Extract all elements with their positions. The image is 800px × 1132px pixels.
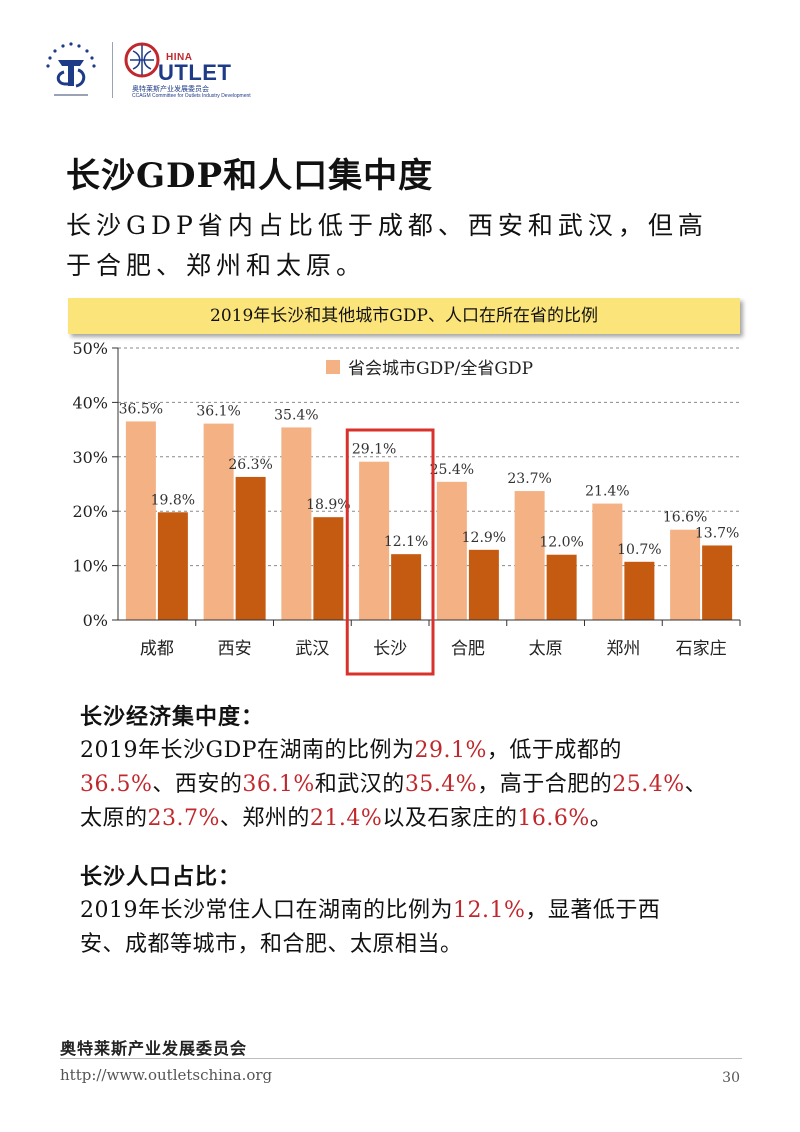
- highlight-value: 21.4%: [309, 806, 383, 831]
- body-text: 和武汉的: [314, 772, 405, 797]
- subtitle: 长沙GDP省内占比低于成都、西安和武汉，但高于合肥、郑州和太原。: [66, 211, 708, 280]
- bar-gdp-share: [203, 423, 234, 620]
- data-label-population: 13.7%: [695, 525, 739, 541]
- data-label-population: 10.7%: [617, 542, 661, 558]
- data-label-gdp: 36.5%: [119, 401, 163, 417]
- x-tick-label: 长沙: [373, 639, 407, 659]
- data-label-population: 19.8%: [151, 492, 195, 508]
- body-text: 、郑州的: [219, 806, 310, 831]
- x-tick-label: 武汉: [295, 639, 329, 659]
- highlight-value: 25.4%: [612, 772, 685, 797]
- highlight-value: 16.6%: [517, 806, 590, 831]
- highlight-value: 29.1%: [414, 738, 487, 763]
- org-name-en: CCAGM Committee for Outlets Industry Dev…: [132, 93, 251, 99]
- highlight-box: [345, 428, 435, 676]
- page-title: 长沙GDP和人口集中度: [66, 156, 434, 196]
- data-label-gdp: 25.4%: [430, 462, 474, 478]
- y-tick-label: 0%: [83, 611, 108, 630]
- y-tick-label: 20%: [72, 502, 108, 521]
- body-line: 安、成都等城市，和合肥、太原相当。: [80, 928, 740, 962]
- body-text: ，高于合肥的: [477, 772, 613, 797]
- bar-gdp-share: [125, 421, 156, 620]
- data-label-population: 12.9%: [462, 530, 506, 546]
- bar-population-share: [702, 545, 733, 620]
- bar-population-share: [391, 554, 422, 620]
- bar-population-share: [624, 561, 655, 620]
- body-text: 以及石家庄的: [382, 806, 518, 831]
- section-economic-concentration: 长沙经济集中度： 2019年长沙GDP在湖南的比例为29.1%，低于成都的 36.…: [80, 700, 740, 836]
- globe-logo-icon: [124, 42, 160, 78]
- bar-chart: 0% 10% 20% 30% 40% 50% 36.5% 36.1% 35.4% 29.1% 25.…: [72, 339, 741, 676]
- bar-gdp-share: [670, 529, 701, 620]
- body-text: 、: [684, 772, 708, 797]
- data-label-gdp: 29.1%: [352, 442, 396, 458]
- y-tick-label: 30%: [72, 448, 108, 467]
- body-text: 安、成都等城市，和合肥、太原相当。: [80, 932, 463, 957]
- x-tick-label: 成都: [140, 639, 174, 659]
- highlight-value: 36.1%: [242, 772, 315, 797]
- body-line: 2019年长沙常住人口在湖南的比例为12.1%，显著低于西: [80, 894, 740, 928]
- bar-gdp-share: [359, 461, 390, 620]
- data-label-population: 18.9%: [306, 497, 350, 513]
- logo-divider: [112, 42, 113, 98]
- body-line: 36.5%、西安的36.1%和武汉的35.4%，高于合肥的25.4%、: [80, 768, 740, 802]
- x-tick-label: 石家庄: [676, 639, 727, 659]
- bar-gdp-share: [281, 427, 312, 620]
- section-body: 2019年长沙常住人口在湖南的比例为12.1%，显著低于西安、成都等城市，和合肥…: [80, 894, 740, 962]
- org-name-cn: 奥特莱斯产业发展委员会: [132, 86, 209, 93]
- section-heading: 长沙经济集中度：: [80, 704, 265, 730]
- chart-banner: 2019年长沙和其他城市GDP、人口在所在省的比例: [68, 298, 740, 334]
- outlet-logo-word: UTLET: [158, 60, 232, 85]
- data-label-gdp: 21.4%: [585, 484, 629, 500]
- bar-population-share: [157, 512, 188, 620]
- bar-gdp-share: [514, 491, 545, 620]
- x-tick-label: 西安: [218, 639, 252, 659]
- page-number: 30: [722, 1070, 740, 1086]
- body-text: ，显著低于西: [525, 898, 661, 923]
- data-label-gdp: 36.1%: [196, 404, 240, 420]
- section-population-share: 长沙人口占比： 2019年长沙常住人口在湖南的比例为12.1%，显著低于西安、成…: [80, 860, 740, 962]
- header-logos: HINA UTLET 奥特莱斯产业发展委员会 CCAGM Committee f…: [40, 38, 300, 108]
- footer-org: 奥特莱斯产业发展委员会: [60, 1039, 248, 1058]
- y-tick-label: 40%: [72, 393, 108, 412]
- y-tick-label: 10%: [72, 557, 108, 576]
- data-label-population: 26.3%: [228, 457, 272, 473]
- body-text: 2019年长沙GDP在湖南的比例为: [80, 738, 415, 763]
- highlight-value: 23.7%: [147, 806, 220, 831]
- body-text: 太原的: [80, 806, 148, 831]
- x-tick-label: 合肥: [451, 639, 485, 659]
- body-text: ，低于成都的: [486, 738, 622, 763]
- outlet-logo-prefix: HINA: [166, 52, 193, 63]
- bar-population-share: [235, 476, 266, 620]
- bar-population-share: [546, 554, 577, 620]
- bar-population-share: [313, 517, 344, 620]
- y-tick-label: 50%: [72, 339, 108, 358]
- bar-gdp-share: [436, 481, 467, 620]
- footer-url[interactable]: http://www.outletschina.org: [60, 1066, 273, 1084]
- body-text: 2019年长沙常住人口在湖南的比例为: [80, 898, 453, 923]
- committee-seal-logo: [46, 42, 96, 96]
- body-line: 2019年长沙GDP在湖南的比例为29.1%，低于成都的: [80, 734, 740, 768]
- section-heading: 长沙人口占比：: [80, 864, 242, 890]
- data-label-gdp: 16.6%: [663, 510, 707, 526]
- highlight-value: 36.5%: [80, 772, 153, 797]
- footer-divider: [60, 1058, 742, 1059]
- highlight-value: 12.1%: [453, 898, 526, 923]
- legend-swatch: [326, 360, 340, 374]
- body-line: 太原的23.7%、郑州的21.4%以及石家庄的16.6%。: [80, 802, 740, 836]
- highlight-value: 35.4%: [404, 772, 478, 797]
- section-body: 2019年长沙GDP在湖南的比例为29.1%，低于成都的 36.5%、西安的36.…: [80, 734, 740, 836]
- body-text: 。: [589, 806, 613, 831]
- legend-label: 省会城市GDP/全省GDP: [348, 359, 533, 379]
- data-label-gdp: 35.4%: [274, 407, 318, 423]
- bar-gdp-share: [592, 503, 623, 620]
- x-tick-label: 郑州: [606, 639, 640, 659]
- body-text: 、西安的: [152, 772, 243, 797]
- data-label-gdp: 23.7%: [507, 471, 551, 487]
- data-label-population: 12.0%: [539, 535, 583, 551]
- x-tick-label: 太原: [529, 639, 563, 659]
- bar-population-share: [468, 549, 499, 620]
- data-label-population: 12.1%: [384, 534, 428, 550]
